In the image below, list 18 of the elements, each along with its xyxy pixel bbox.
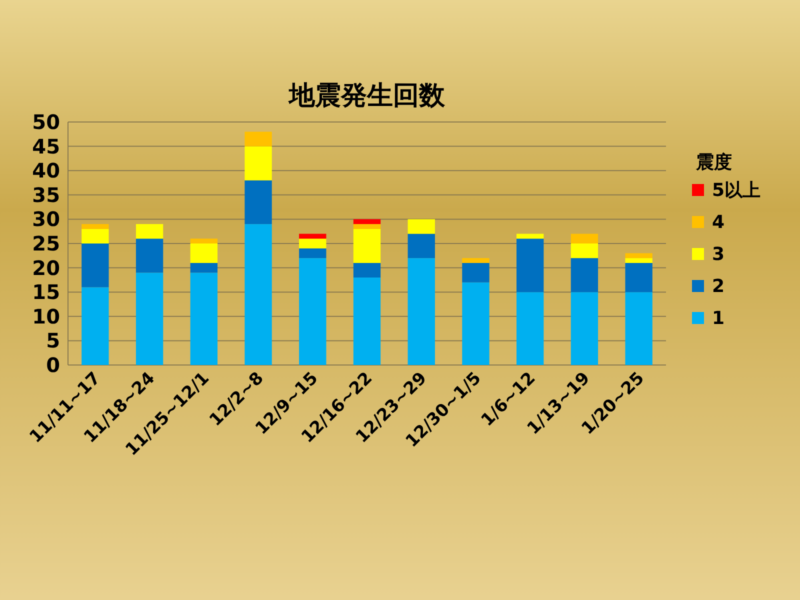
y-tick-label: 30 [32, 207, 60, 232]
legend-label: 1 [712, 308, 725, 329]
legend-label: 2 [712, 276, 725, 297]
y-tick-label: 50 [32, 110, 60, 134]
y-tick-label: 20 [32, 256, 60, 280]
y-tick-label: 35 [32, 182, 60, 207]
legend-title: 震度 [695, 152, 732, 173]
chart-title: 地震発生回数 [288, 81, 446, 111]
y-tick-label: 5 [46, 328, 60, 353]
legend-label: 5以上 [712, 180, 761, 201]
legend-label: 3 [712, 244, 725, 265]
y-tick-label: 0 [46, 353, 60, 377]
legend-label: 4 [712, 212, 725, 233]
y-tick-label: 45 [32, 134, 60, 158]
y-tick-label: 40 [32, 158, 60, 183]
y-tick-label: 25 [32, 232, 60, 256]
y-tick-label: 10 [32, 304, 60, 328]
y-tick-label: 15 [32, 280, 60, 304]
